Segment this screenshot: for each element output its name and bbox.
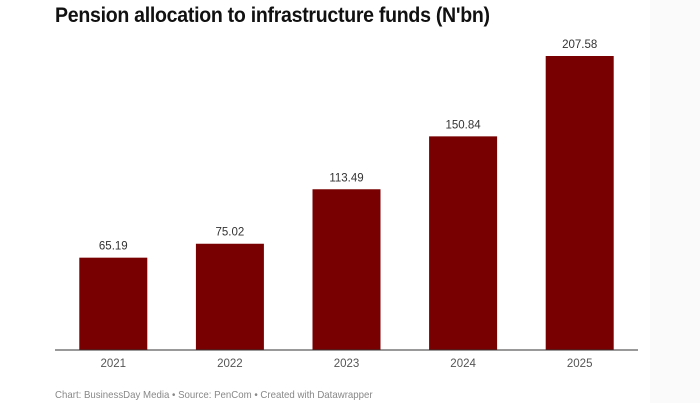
bar-2022 — [195, 243, 264, 350]
bar-2023 — [312, 189, 381, 350]
x-tick-label: 2021 — [101, 358, 127, 370]
x-tick-label: 2025 — [567, 358, 593, 370]
bar-2021 — [79, 257, 148, 350]
chart-footer: Chart: BusinessDay Media • Source: PenCo… — [55, 389, 373, 401]
value-label: 65.19 — [99, 241, 128, 253]
page-edge — [650, 0, 700, 403]
value-label: 113.49 — [329, 172, 363, 184]
bar-2025 — [545, 56, 614, 350]
value-label: 207.58 — [562, 39, 597, 51]
x-tick-label: 2023 — [334, 358, 360, 370]
value-label: 75.02 — [216, 227, 245, 239]
x-tick-label: 2022 — [217, 358, 243, 370]
bar-2024 — [429, 136, 498, 350]
x-tick-label: 2024 — [450, 358, 476, 370]
value-label: 150.84 — [446, 119, 482, 131]
chart-title: Pension allocation to infrastructure fun… — [55, 4, 490, 27]
